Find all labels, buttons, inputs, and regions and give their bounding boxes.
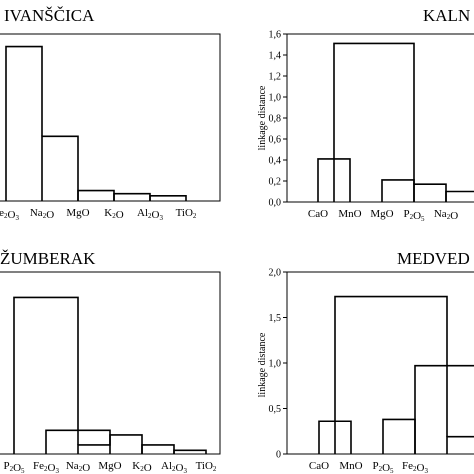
panel-title: MEDVED [397, 249, 470, 268]
category-label: Na2O [66, 460, 90, 474]
panel-title: ŽUMBERAK [0, 249, 96, 268]
y-tick-label: 2,0 [269, 268, 282, 279]
linkage [13, 296, 79, 454]
panel-ivanscica: IVANŠČICA Fe2O3 Na2O MgO K2O Al2O3 TiO2 [0, 6, 221, 222]
linkage-group [5, 45, 187, 201]
category-label: MnO [339, 460, 362, 472]
panel-title: IVANŠČICA [4, 6, 95, 25]
y-axis-label: linkage distance [257, 332, 268, 397]
category-labels: CaO MnO P2O5 Fe2O3 [309, 460, 429, 474]
y-tick-label: 0,2 [269, 177, 282, 188]
panel-kaln: KALN linkage distance 0,0 0,2 0,4 0,6 0,8 1,0… [257, 6, 474, 223]
category-labels: P2O5 Fe2O3 Na2O MgO K2O Al2O3 TiO2 [3, 460, 216, 474]
y-tick-label: 1,6 [269, 30, 282, 41]
y-tick-label: 0,8 [269, 114, 282, 125]
linkage [382, 418, 416, 454]
linkage-group [318, 295, 474, 454]
y-tick-label: 0 [276, 450, 281, 461]
panel-medved: MEDVED linkage distance 0 0,5 1,0 1,5 2,0 Ca… [257, 249, 474, 474]
category-label: Al2O3 [161, 460, 187, 474]
linkage [445, 190, 474, 202]
linkage [413, 183, 447, 202]
y-tick-label: 1,2 [269, 72, 282, 83]
linkage [414, 364, 474, 454]
linkage [141, 444, 175, 454]
category-label: Al2O3 [137, 207, 163, 222]
y-tick-label: 0,0 [269, 198, 282, 209]
y-tick-label: 1,0 [269, 93, 282, 104]
category-label: P2O5 [372, 460, 394, 474]
category-label: P2O5 [3, 460, 25, 474]
linkage [41, 135, 79, 201]
y-axis-ticks: 0 0,5 1,0 1,5 2,0 [269, 268, 287, 461]
y-axis-ticks: 0,0 0,2 0,4 0,6 0,8 1,0 1,2 1,4 1,6 [269, 30, 287, 209]
category-label: TiO2 [176, 207, 197, 220]
y-tick-label: 1,4 [269, 51, 282, 62]
panel-zumberak: ŽUMBERAK P2O5 Fe2O3 Na2O MgO K2O Al2O3 TiO2 [0, 249, 221, 474]
category-label: Na2O [30, 207, 54, 221]
linkage [381, 179, 415, 202]
linkage [113, 192, 151, 201]
category-labels: Fe2O3 Na2O MgO K2O Al2O3 TiO2 [0, 207, 197, 222]
plot-frame [0, 271, 221, 455]
plot-frame [286, 33, 474, 203]
category-label: CaO [308, 208, 328, 220]
linkage [149, 194, 187, 201]
category-label: CaO [309, 460, 329, 472]
y-tick-label: 1,5 [269, 313, 282, 324]
linkage [333, 42, 415, 202]
plot-frame [286, 271, 474, 455]
category-label: K2O [132, 460, 151, 474]
category-label: MgO [66, 207, 89, 219]
category-label: K2O [104, 207, 123, 221]
y-tick-label: 0,5 [269, 404, 282, 415]
linkage [173, 449, 207, 454]
category-labels: CaO MnO MgO P2O5 Na2O [308, 208, 458, 223]
panel-title: KALN [423, 6, 470, 25]
category-label: MgO [370, 208, 393, 220]
y-tick-label: 1,0 [269, 359, 282, 370]
category-label: TiO2 [196, 460, 217, 473]
category-label: MnO [338, 208, 361, 220]
plot-frame [0, 33, 221, 202]
category-label: MgO [98, 460, 121, 472]
linkage [5, 45, 43, 201]
linkage [77, 189, 115, 201]
y-tick-label: 0,4 [269, 156, 282, 167]
linkage [77, 434, 111, 454]
y-axis-label: linkage distance [257, 85, 268, 150]
linkage-group [13, 296, 207, 454]
linkage [334, 295, 448, 454]
linkage [109, 434, 143, 454]
y-tick-label: 0,6 [269, 135, 282, 146]
category-label: Fe2O3 [33, 460, 59, 474]
category-label: Fe2O3 [402, 460, 428, 474]
category-label: Na2O [434, 208, 458, 222]
linkage-group [317, 42, 474, 202]
linkage [446, 435, 474, 454]
category-label: Fe2O3 [0, 207, 19, 222]
category-label: P2O5 [403, 208, 425, 223]
